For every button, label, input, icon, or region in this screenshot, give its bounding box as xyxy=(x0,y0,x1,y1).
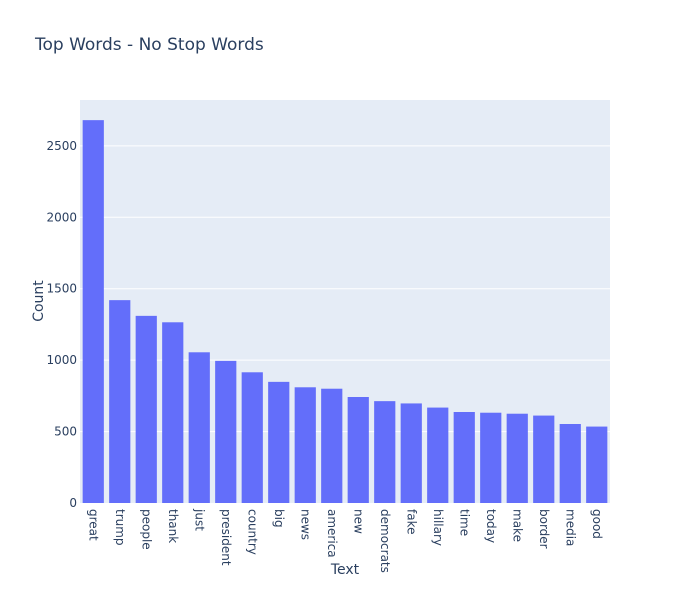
x-tick-label: country xyxy=(245,509,259,555)
x-tick-label: time xyxy=(457,509,471,536)
x-tick-label: just xyxy=(192,508,206,531)
bar-democrats xyxy=(374,401,396,503)
bar-media xyxy=(559,424,581,503)
plot-area xyxy=(80,100,610,503)
bar-great xyxy=(82,120,104,504)
bar-country xyxy=(241,372,263,503)
x-tick-label: america xyxy=(325,509,339,558)
bar-big xyxy=(268,381,290,503)
x-tick-label: media xyxy=(563,509,577,546)
bar-trump xyxy=(109,300,131,503)
x-axis-title: Text xyxy=(330,562,360,578)
x-tick-label: big xyxy=(272,509,286,528)
bar-hillary xyxy=(427,407,449,503)
bar-today xyxy=(480,412,502,503)
y-axis-title: Count xyxy=(31,280,47,322)
x-tick-label: thank xyxy=(166,509,180,543)
bar-america xyxy=(321,388,343,503)
y-tick-label: 1500 xyxy=(46,282,77,296)
bar-good xyxy=(586,426,608,503)
x-tick-label: president xyxy=(219,509,233,566)
x-axis-ticks: great trump people thank just president countr… xyxy=(86,508,604,573)
x-tick-label: trump xyxy=(113,509,127,546)
x-tick-label: democrats xyxy=(378,509,392,573)
chart-title: Top Words - No Stop Words xyxy=(34,35,264,55)
bars xyxy=(82,120,608,504)
x-tick-label: great xyxy=(86,509,100,541)
y-tick-label: 500 xyxy=(54,425,77,439)
bar-news xyxy=(294,387,316,503)
bar-make xyxy=(506,413,528,503)
bar-time xyxy=(453,412,475,503)
y-tick-label: 2500 xyxy=(46,139,77,153)
bar-president xyxy=(215,360,237,503)
bar-just xyxy=(188,352,210,503)
x-tick-label: make xyxy=(510,509,524,542)
bar-fake xyxy=(400,403,422,503)
bar-border xyxy=(533,415,555,503)
x-tick-label: new xyxy=(351,509,365,534)
y-axis-ticks: 0 500 1000 1500 2000 2500 xyxy=(46,139,77,510)
x-tick-label: fake xyxy=(404,509,418,534)
y-tick-label: 2000 xyxy=(46,210,77,224)
x-tick-label: good xyxy=(590,509,604,539)
x-tick-label: hillary xyxy=(431,509,445,546)
y-tick-label: 0 xyxy=(69,496,77,510)
y-tick-label: 1000 xyxy=(46,353,77,367)
bar-new xyxy=(347,397,369,503)
x-tick-label: news xyxy=(298,509,312,540)
x-tick-label: today xyxy=(484,509,498,543)
x-tick-label: border xyxy=(537,509,551,549)
bar-thank xyxy=(162,322,184,503)
bar-people xyxy=(135,315,157,503)
x-tick-label: people xyxy=(139,509,153,550)
